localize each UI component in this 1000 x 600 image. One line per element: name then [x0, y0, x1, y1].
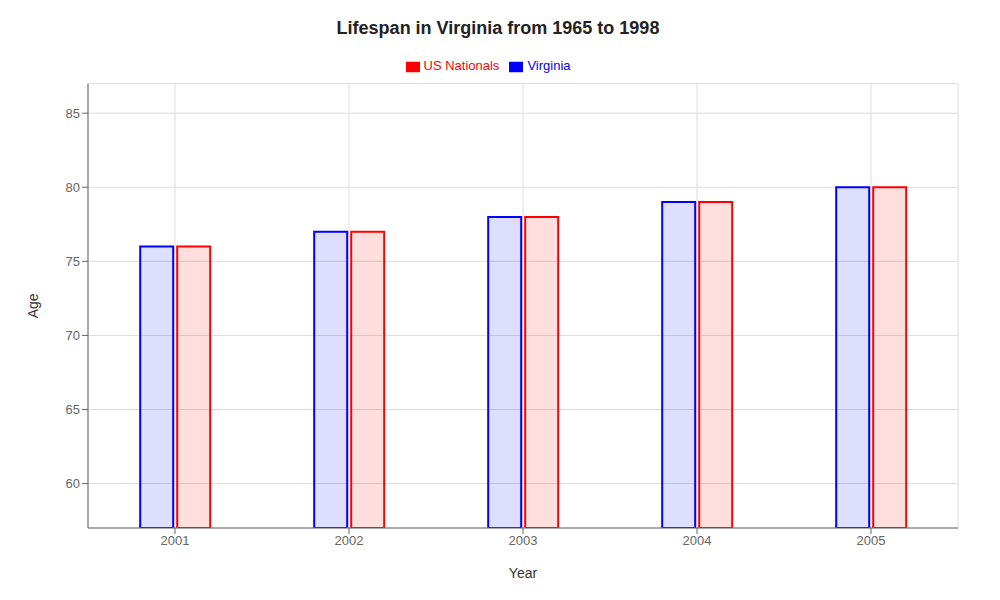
svg-text:65: 65 — [66, 402, 80, 417]
html-text:US Nationals: US Nationals — [423, 58, 500, 73]
svg-text:85: 85 — [66, 106, 80, 121]
html-text:Lifespan in Virginia from 1965: Lifespan in Virginia from 1965 to 1998 — [336, 18, 660, 38]
svg-text:Year: Year — [509, 565, 538, 581]
svg-text:2003: 2003 — [509, 533, 538, 548]
svg-text:60: 60 — [66, 476, 80, 491]
svg-text:2002: 2002 — [335, 533, 364, 548]
svg-text:70: 70 — [66, 328, 80, 343]
svg-text:Age: Age — [25, 293, 41, 318]
svg-text:2005: 2005 — [857, 533, 886, 548]
svg-text:2004: 2004 — [683, 533, 712, 548]
svg-text:80: 80 — [66, 180, 80, 195]
html-text:Virginia: Virginia — [527, 58, 571, 73]
svg-text:2001: 2001 — [161, 533, 190, 548]
svg-text:75: 75 — [66, 254, 80, 269]
